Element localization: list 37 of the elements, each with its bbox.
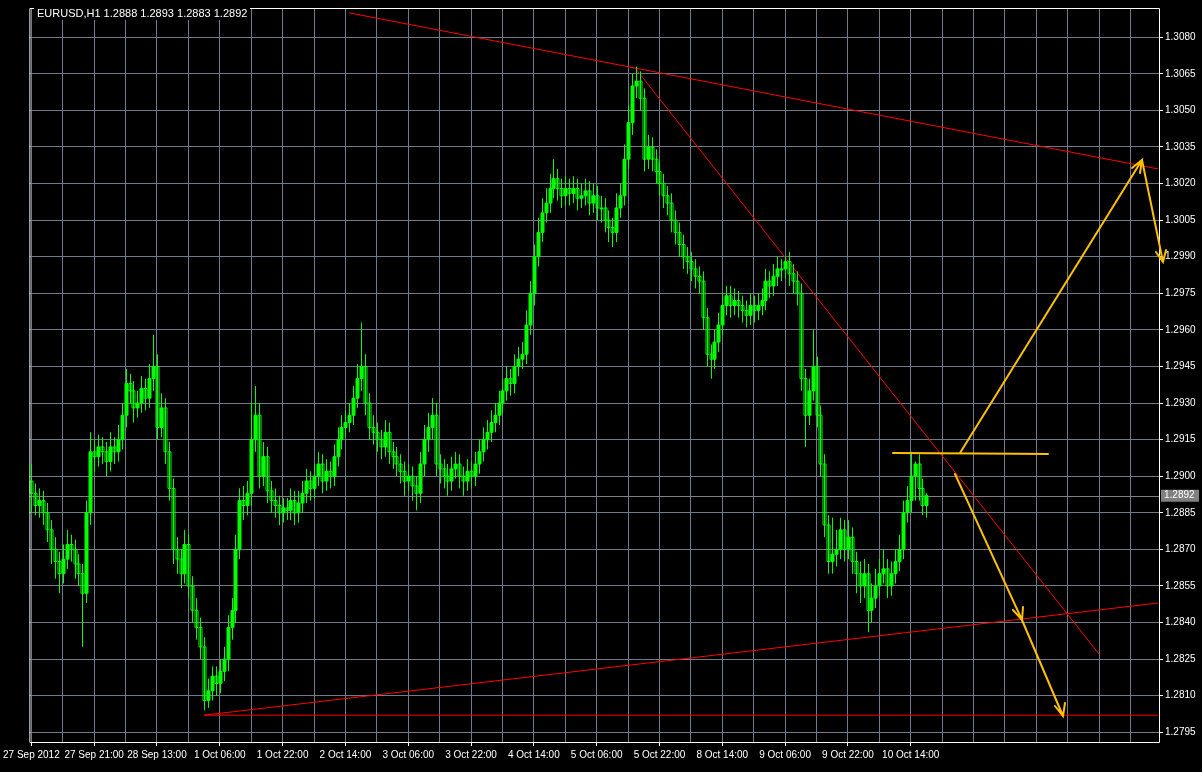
y-tick-label: 1.2870 — [1165, 543, 1197, 555]
x-tick-label: 1 Oct 06:00 — [193, 748, 247, 760]
x-tick-label: 27 Sep 2012 — [3, 748, 61, 760]
y-tick-label: 1.2990 — [1165, 250, 1197, 262]
y-tick-label: 1.2795 — [1165, 726, 1197, 737]
y-tick-label: 1.2960 — [1165, 323, 1197, 335]
x-tick-label: 9 Oct 22:00 — [822, 748, 875, 760]
y-tick-label: 1.3050 — [1165, 104, 1197, 116]
y-tick-label: 1.2825 — [1165, 652, 1197, 664]
y-tick-label: 1.3005 — [1165, 213, 1197, 225]
y-tick-label: 1.2930 — [1165, 396, 1197, 408]
y-tick-label: 1.3035 — [1165, 140, 1197, 152]
x-tick-label: 8 Oct 14:00 — [696, 748, 749, 760]
y-tick-label: 1.3065 — [1165, 67, 1197, 79]
x-tick-label: 3 Oct 06:00 — [382, 748, 435, 760]
ref-line-label: 1.2892 — [1164, 489, 1196, 501]
y-tick-label: 1.2915 — [1165, 433, 1197, 445]
x-tick-label: 5 Oct 06:00 — [570, 748, 623, 760]
y-tick-label: 1.3020 — [1165, 177, 1197, 189]
x-tick-label: 1 Oct 22:00 — [256, 748, 309, 760]
x-tick-label: 4 Oct 14:00 — [508, 748, 561, 760]
y-tick-label: 1.2945 — [1165, 360, 1197, 372]
y-tick-label: 1.2975 — [1165, 287, 1197, 299]
y-tick-label: 1.2810 — [1165, 689, 1197, 701]
y-tick-label: 1.3080 — [1165, 31, 1197, 43]
x-tick-label: 5 Oct 22:00 — [633, 748, 686, 760]
x-tick-label: 9 Oct 06:00 — [759, 748, 812, 760]
x-tick-label: 3 Oct 22:00 — [445, 748, 498, 760]
chart-title: EURUSD,H1 1.2888 1.2893 1.2883 1.2892 — [34, 6, 251, 20]
x-tick-label: 10 Oct 14:00 — [882, 748, 940, 760]
y-tick-label: 1.2855 — [1165, 579, 1197, 591]
x-tick-label: 27 Sep 21:00 — [64, 748, 125, 760]
y-tick-label: 1.2885 — [1165, 506, 1197, 518]
x-tick-label: 2 Oct 14:00 — [319, 748, 372, 760]
x-tick-label: 28 Sep 13:00 — [127, 748, 188, 760]
y-tick-label: 1.2840 — [1165, 616, 1197, 628]
y-tick-label: 1.2900 — [1165, 469, 1197, 481]
